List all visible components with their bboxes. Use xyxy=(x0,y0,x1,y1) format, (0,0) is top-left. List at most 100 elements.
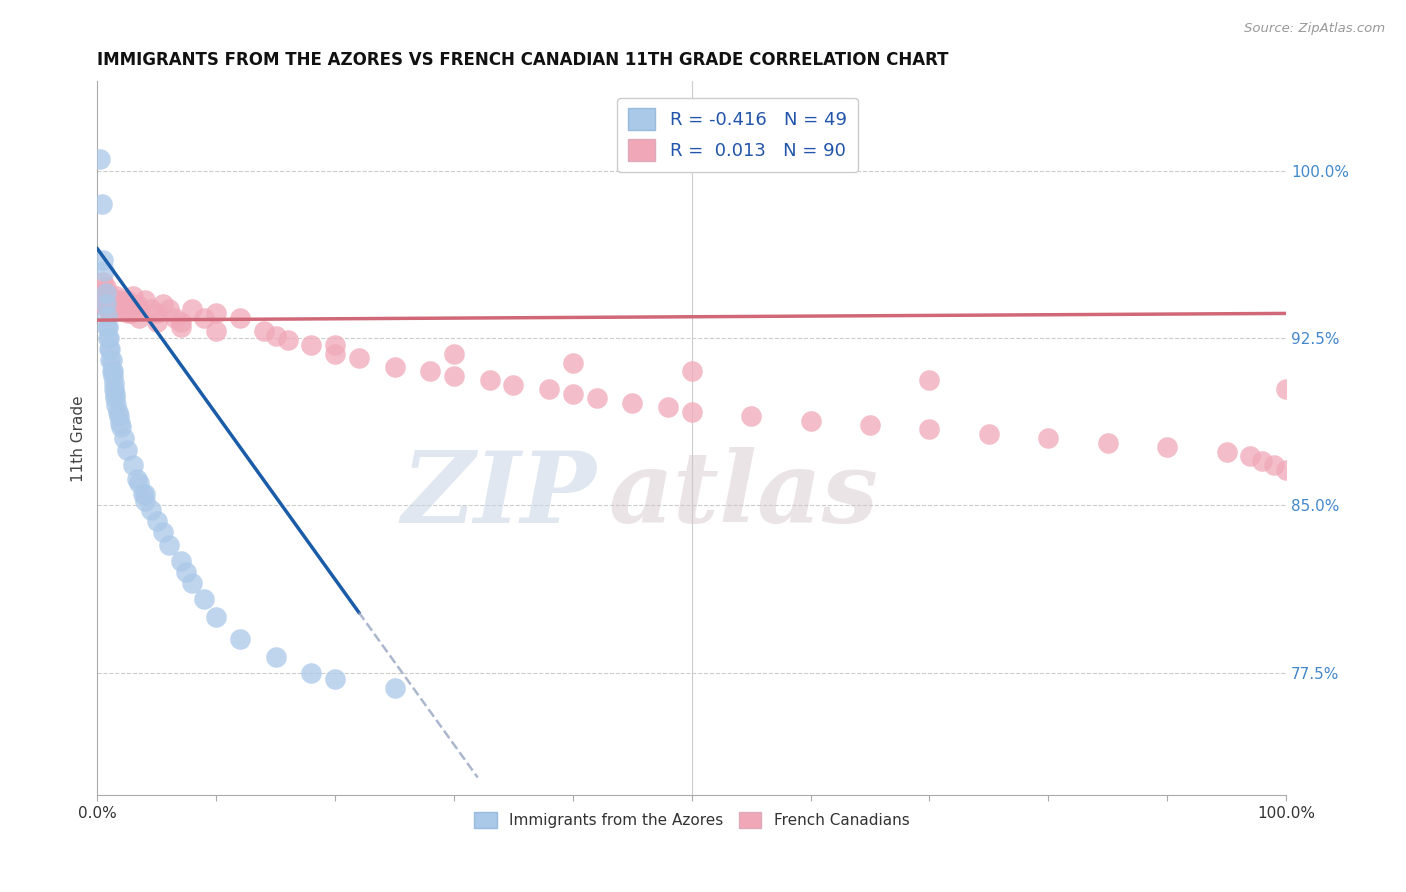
Point xyxy=(128,475,150,490)
Point xyxy=(90,286,112,301)
Point xyxy=(502,377,524,392)
Point xyxy=(91,286,114,301)
Point xyxy=(100,293,122,307)
Point xyxy=(384,681,406,696)
Point xyxy=(110,297,132,311)
Point xyxy=(1239,449,1261,463)
Point xyxy=(157,301,180,316)
Point xyxy=(100,297,122,311)
Point xyxy=(443,368,465,383)
Point xyxy=(277,333,299,347)
Point xyxy=(98,288,121,302)
Point xyxy=(740,409,762,423)
Point xyxy=(193,310,215,325)
Point xyxy=(264,328,287,343)
Point xyxy=(1156,440,1178,454)
Point xyxy=(101,368,124,383)
Point xyxy=(585,391,607,405)
Text: atlas: atlas xyxy=(609,447,879,544)
Point xyxy=(96,297,118,311)
Point xyxy=(152,297,174,311)
Point xyxy=(205,306,228,320)
Point xyxy=(122,288,145,302)
Point xyxy=(91,252,114,267)
Point xyxy=(104,391,127,405)
Point xyxy=(98,331,121,345)
Point xyxy=(146,306,169,320)
Point xyxy=(205,324,228,338)
Point xyxy=(299,337,322,351)
Point xyxy=(91,275,114,289)
Point xyxy=(205,610,228,624)
Point xyxy=(146,514,169,528)
Point xyxy=(110,420,132,434)
Point xyxy=(108,416,131,430)
Point xyxy=(101,293,124,307)
Point xyxy=(117,306,139,320)
Point xyxy=(264,650,287,665)
Point xyxy=(323,673,346,687)
Point xyxy=(112,431,135,445)
Y-axis label: 11th Grade: 11th Grade xyxy=(72,395,86,482)
Point xyxy=(176,566,198,580)
Point xyxy=(103,376,125,390)
Point xyxy=(97,331,120,345)
Point xyxy=(169,315,191,329)
Point xyxy=(1275,382,1298,396)
Point xyxy=(100,342,122,356)
Point xyxy=(193,592,215,607)
Point xyxy=(97,319,120,334)
Point xyxy=(169,554,191,568)
Point xyxy=(97,293,120,307)
Point xyxy=(112,301,135,316)
Point xyxy=(561,355,583,369)
Point xyxy=(681,364,703,378)
Point xyxy=(107,293,129,307)
Point xyxy=(229,310,252,325)
Point xyxy=(347,351,370,365)
Point xyxy=(100,306,122,320)
Point xyxy=(1097,435,1119,450)
Point xyxy=(91,297,114,311)
Point xyxy=(98,342,121,356)
Point xyxy=(134,493,156,508)
Point xyxy=(122,458,145,472)
Point xyxy=(478,373,501,387)
Point xyxy=(105,288,128,302)
Point xyxy=(419,364,441,378)
Point xyxy=(681,404,703,418)
Point xyxy=(97,301,120,316)
Point xyxy=(181,301,204,316)
Point xyxy=(94,279,117,293)
Point xyxy=(443,346,465,360)
Point xyxy=(918,373,941,387)
Point xyxy=(1275,462,1298,476)
Point xyxy=(94,297,117,311)
Point xyxy=(129,301,152,316)
Point xyxy=(253,324,276,338)
Point xyxy=(139,301,162,316)
Point xyxy=(323,346,346,360)
Point xyxy=(96,286,118,301)
Point xyxy=(125,471,148,485)
Point xyxy=(115,293,138,307)
Point xyxy=(139,502,162,516)
Point xyxy=(1215,444,1237,458)
Point xyxy=(169,319,191,334)
Point xyxy=(103,297,125,311)
Point xyxy=(94,286,117,301)
Point xyxy=(146,315,169,329)
Point xyxy=(103,297,125,311)
Point xyxy=(134,293,156,307)
Point xyxy=(229,632,252,647)
Point xyxy=(103,382,125,396)
Point xyxy=(91,197,114,211)
Point xyxy=(100,293,122,307)
Point xyxy=(98,288,121,302)
Point xyxy=(384,359,406,374)
Point xyxy=(181,576,204,591)
Point xyxy=(1038,431,1060,445)
Point xyxy=(859,417,882,432)
Point xyxy=(112,301,135,316)
Point xyxy=(115,442,138,457)
